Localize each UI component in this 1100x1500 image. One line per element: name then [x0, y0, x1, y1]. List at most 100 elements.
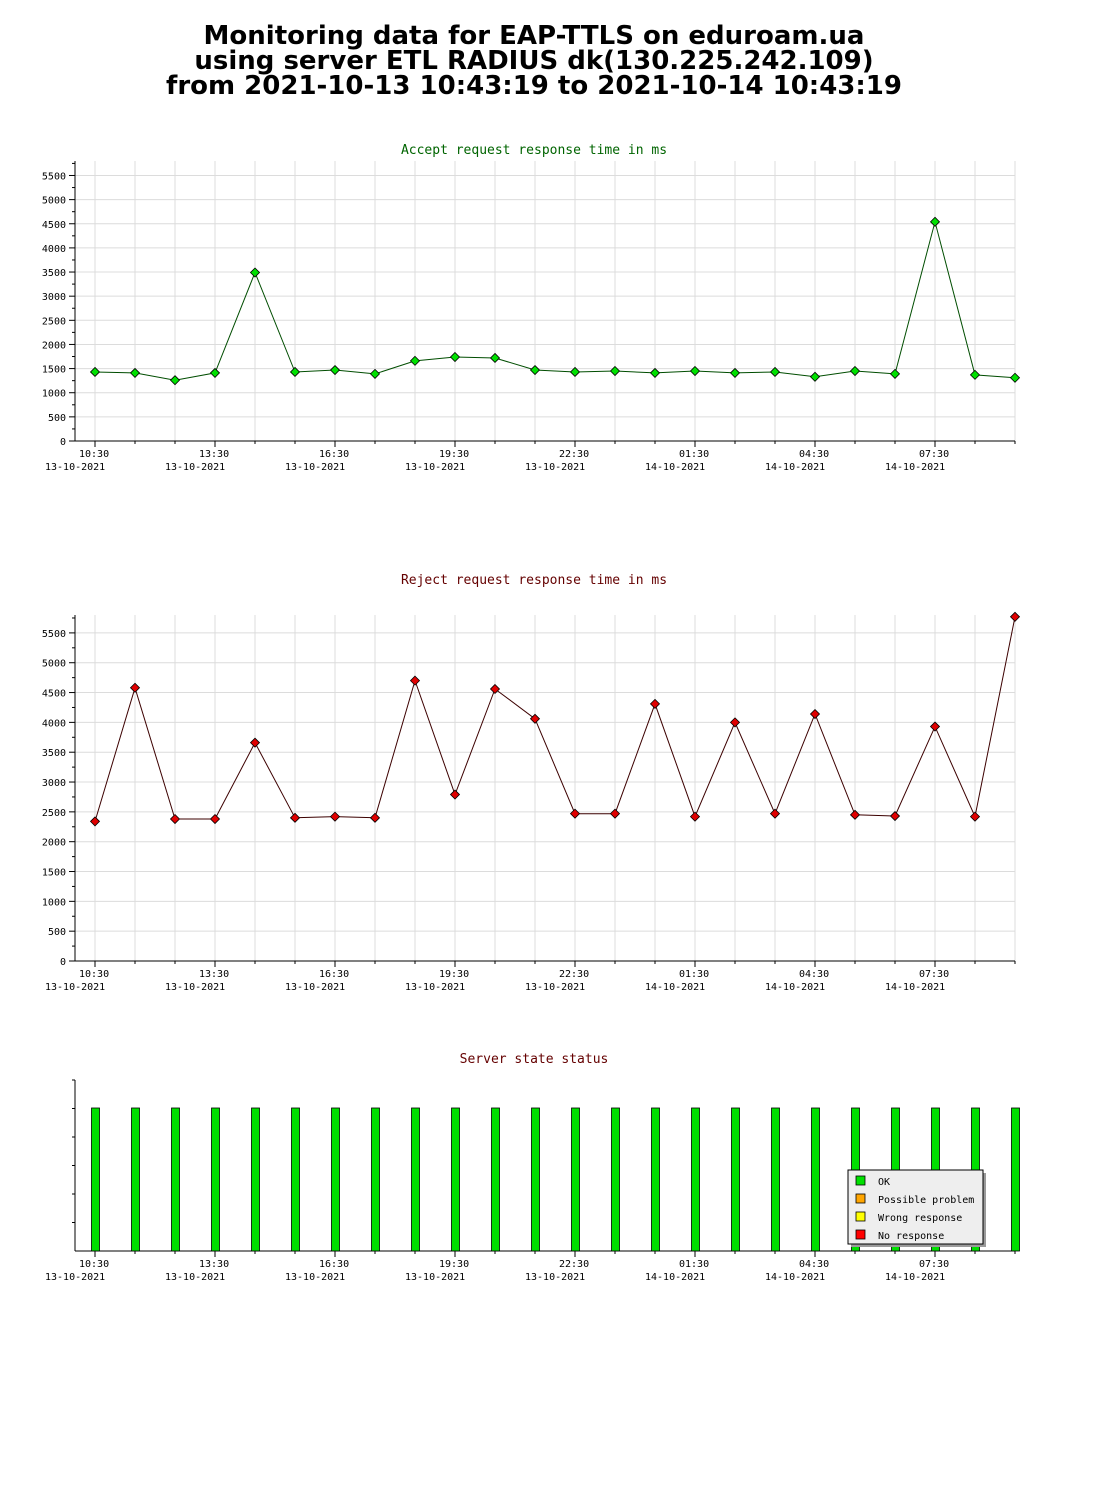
status-bar: [491, 1107, 500, 1252]
data-point: [849, 365, 861, 377]
data-point: [809, 371, 821, 382]
data-point: [489, 352, 501, 364]
data-point: [129, 682, 141, 693]
data-point: [929, 216, 941, 227]
data-point: [929, 721, 941, 732]
x-tick-label-time: 13:30: [199, 449, 229, 460]
reject-chart-title: Reject request response time in ms: [401, 573, 667, 588]
x-tick-label-time: 19:30: [439, 969, 469, 980]
y-tick-label: 4500: [42, 220, 66, 231]
status-bar: [371, 1107, 380, 1252]
status-bar: [771, 1107, 780, 1252]
data-point: [209, 367, 221, 378]
x-tick-label-date: 13-10-2021: [45, 1272, 105, 1283]
data-point: [209, 813, 221, 825]
data-point: [169, 813, 181, 825]
status-bar: [131, 1107, 140, 1252]
x-tick-label-time: 10:30: [79, 969, 109, 980]
data-point: [529, 364, 541, 376]
status-bar: [171, 1107, 180, 1252]
x-tick-label-date: 14-10-2021: [765, 982, 825, 993]
y-tick-label: 5500: [42, 171, 66, 182]
data-point: [249, 267, 261, 278]
data-point: [369, 368, 381, 379]
x-tick-label-date: 14-10-2021: [765, 1272, 825, 1283]
data-point: [169, 375, 181, 386]
x-tick-label-date: 13-10-2021: [405, 1272, 465, 1283]
x-tick-label-time: 10:30: [79, 449, 109, 460]
legend-label: Wrong response: [878, 1213, 962, 1224]
x-tick-label-time: 13:30: [199, 969, 229, 980]
data-point: [409, 355, 421, 366]
data-point: [329, 811, 341, 822]
y-tick-label: 5000: [42, 659, 66, 670]
data-point: [649, 367, 661, 378]
x-tick-label-date: 14-10-2021: [645, 462, 705, 473]
x-tick-label-date: 14-10-2021: [765, 462, 825, 473]
x-tick-label-date: 13-10-2021: [525, 982, 585, 993]
x-tick-label-date: 13-10-2021: [165, 462, 225, 473]
y-tick-label: 1500: [42, 365, 66, 376]
y-tick-label: 2500: [42, 316, 66, 327]
x-tick-label-time: 16:30: [319, 449, 349, 460]
data-point: [289, 812, 301, 823]
accept-response-chart: Accept request response time in ms 0 500 1…: [42, 143, 1021, 473]
status-bar: [731, 1107, 740, 1252]
status-bar: [1011, 1107, 1020, 1252]
legend-box: [847, 1169, 984, 1245]
data-point: [969, 811, 981, 822]
y-tick-label: 3000: [42, 778, 66, 789]
y-tick-label: 4500: [42, 689, 66, 700]
legend-label: Possible problem: [878, 1195, 974, 1206]
data-point: [769, 366, 781, 378]
data-point: [969, 369, 981, 380]
y-tick-label: 5500: [42, 629, 66, 640]
data-point: [489, 683, 501, 695]
legend-swatch: [855, 1229, 866, 1240]
status-bar: [291, 1107, 300, 1252]
x-tick-label-date: 13-10-2021: [525, 462, 585, 473]
data-point: [369, 812, 381, 823]
legend-label: OK: [878, 1177, 890, 1188]
y-tick-label: 2000: [42, 340, 66, 351]
status-bar: [651, 1107, 660, 1252]
data-point: [849, 809, 861, 820]
status-bar: [691, 1107, 700, 1252]
y-tick-label: 3000: [42, 292, 66, 303]
x-tick-label-time: 19:30: [439, 1259, 469, 1270]
x-tick-label-date: 13-10-2021: [405, 982, 465, 993]
x-tick-label-date: 13-10-2021: [525, 1272, 585, 1283]
x-tick-label-time: 01:30: [679, 969, 709, 980]
title-line-3: from 2021-10-13 10:43:19 to 2021-10-14 1…: [166, 71, 902, 101]
x-tick-label-time: 13:30: [199, 1259, 229, 1270]
x-tick-label-date: 14-10-2021: [645, 1272, 705, 1283]
x-tick-label-time: 19:30: [439, 449, 469, 460]
title-line-1: Monitoring data for EAP-TTLS on eduroam.…: [203, 21, 865, 51]
x-tick-label-time: 16:30: [319, 1259, 349, 1270]
data-point: [529, 713, 541, 724]
x-tick-label-time: 16:30: [319, 969, 349, 980]
legend-swatch: [855, 1193, 866, 1204]
y-tick-label: 1000: [42, 389, 66, 400]
x-tick-label-date: 13-10-2021: [285, 1272, 345, 1283]
x-tick-label-time: 01:30: [679, 449, 709, 460]
x-tick-label-time: 22:30: [559, 1259, 589, 1270]
legend-swatch: [855, 1211, 866, 1222]
series-line: [94, 616, 1016, 822]
x-tick-label-date: 13-10-2021: [45, 462, 105, 473]
legend-label: No response: [878, 1231, 944, 1242]
status-bar: [811, 1107, 820, 1252]
y-tick-label: 0: [60, 437, 66, 448]
accept-chart-title: Accept request response time in ms: [401, 143, 667, 158]
data-point: [809, 708, 821, 720]
x-tick-label-date: 14-10-2021: [885, 1272, 945, 1283]
data-point: [249, 737, 261, 748]
x-tick-label-date: 13-10-2021: [285, 462, 345, 473]
x-tick-label-time: 22:30: [559, 969, 589, 980]
status-bar: [571, 1107, 580, 1252]
data-point: [569, 808, 581, 819]
y-tick-label: 3500: [42, 268, 66, 279]
title-line-2: using server ETL RADIUS dk(130.225.242.1…: [194, 46, 874, 76]
data-point: [889, 810, 901, 822]
x-tick-label-time: 04:30: [799, 1259, 829, 1270]
